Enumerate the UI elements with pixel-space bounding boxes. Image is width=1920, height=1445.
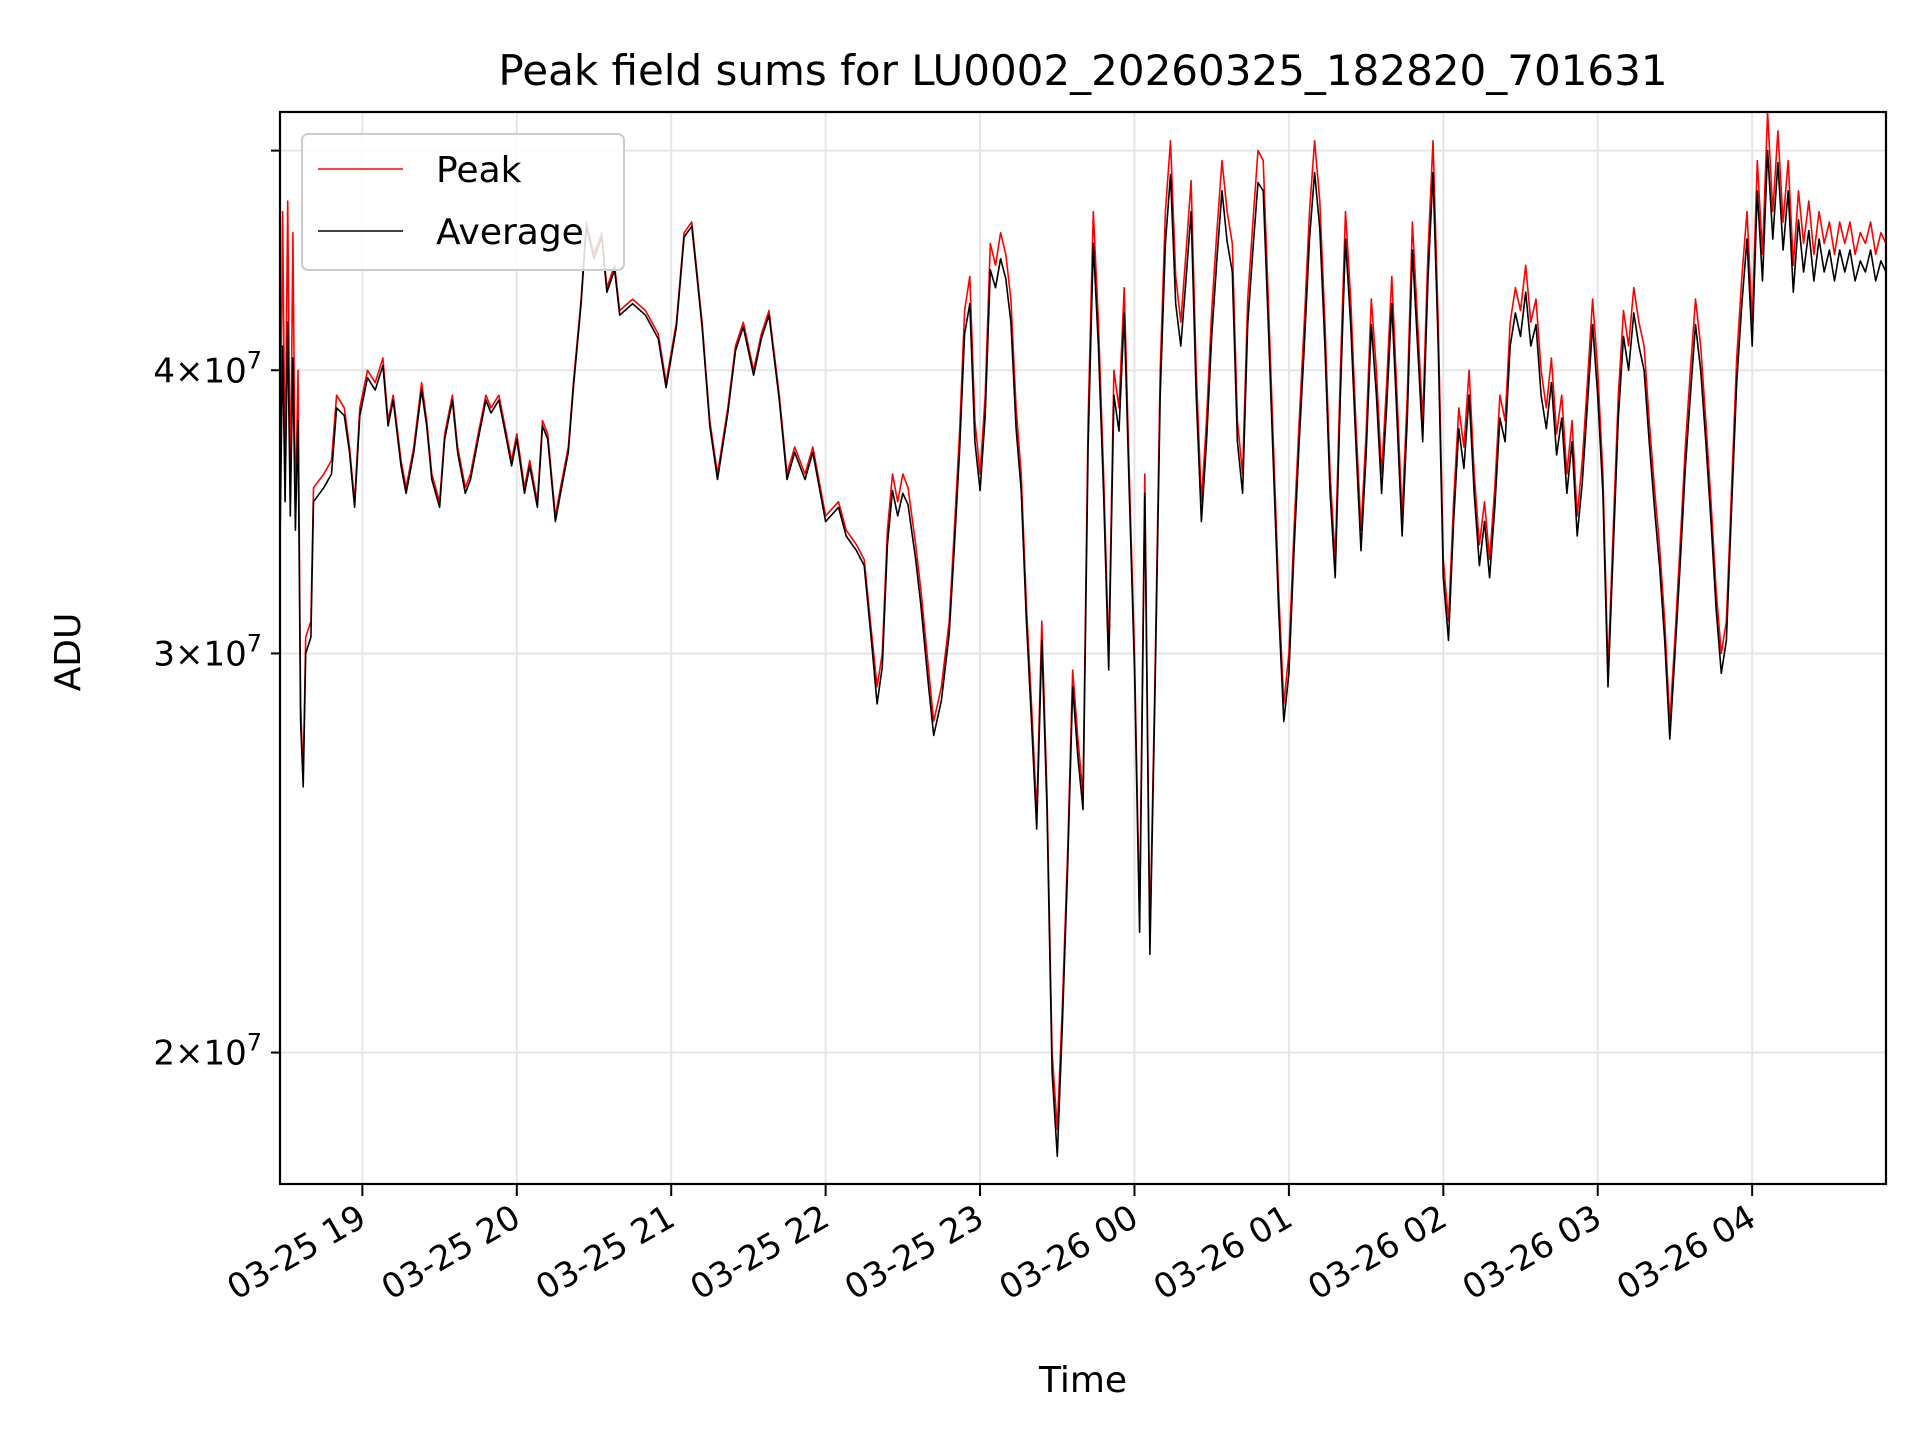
series-layer (280, 112, 1886, 1158)
legend-box (301, 133, 625, 271)
plot-frame (278, 110, 1888, 1186)
series-line-average (280, 149, 1886, 1158)
y-tick-label: 3×107 (153, 629, 262, 674)
grid-layer (280, 112, 1886, 1184)
legend-label-average: Average (436, 212, 584, 253)
legend-label-peak: Peak (436, 150, 522, 191)
chart-legend: Peak Average (301, 133, 625, 271)
y-axis-label: ADU (48, 613, 89, 692)
x-axis-label: Time (1038, 1360, 1127, 1401)
y-tick-label: 2×107 (153, 1029, 262, 1074)
chart-title: Peak field sums for LU0002_20260325_1828… (498, 46, 1667, 95)
y-tick-label: 4×107 (153, 346, 262, 391)
